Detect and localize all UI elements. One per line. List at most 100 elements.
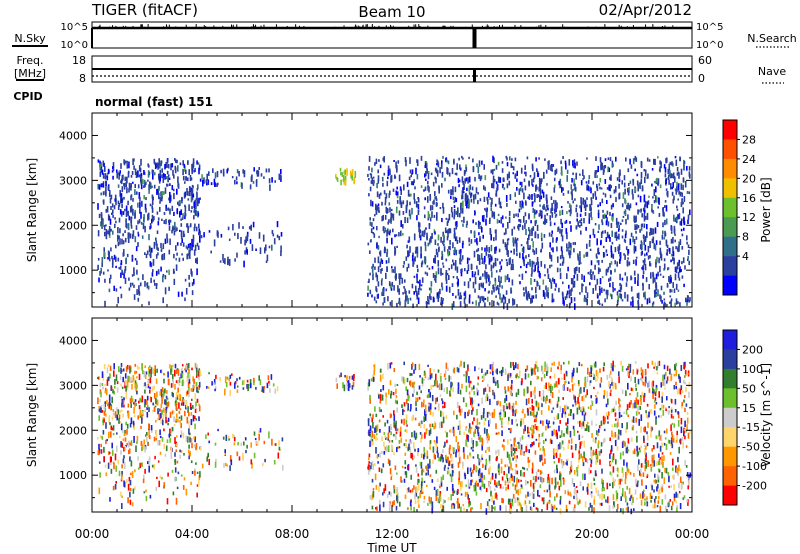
range-cell xyxy=(530,391,532,398)
range-cell xyxy=(184,206,187,213)
range-cell xyxy=(572,200,574,204)
range-cell xyxy=(612,477,614,482)
range-cell xyxy=(546,204,549,210)
range-cell xyxy=(214,181,216,187)
range-cell xyxy=(454,172,457,175)
range-cell xyxy=(441,454,444,459)
range-cell xyxy=(646,435,649,441)
range-cell xyxy=(200,373,202,376)
range-cell xyxy=(148,245,151,253)
range-cell xyxy=(129,480,132,486)
range-cell xyxy=(410,504,412,511)
range-cell xyxy=(159,391,162,396)
range-cell xyxy=(659,166,661,173)
range-cell xyxy=(158,185,160,191)
range-cell xyxy=(576,470,579,477)
range-cell xyxy=(575,486,578,488)
range-cell xyxy=(488,420,490,427)
range-cell xyxy=(385,288,388,292)
range-cell xyxy=(556,267,559,273)
range-cell xyxy=(166,498,169,505)
range-cell xyxy=(371,177,374,185)
range-cell xyxy=(153,184,156,189)
range-cell xyxy=(141,235,144,239)
range-cell xyxy=(568,209,571,213)
range-cell xyxy=(639,397,642,402)
range-cell xyxy=(580,180,583,186)
range-cell xyxy=(659,160,661,165)
range-cell xyxy=(593,495,596,501)
range-cell xyxy=(459,167,462,171)
range-cell xyxy=(240,237,242,244)
range-cell xyxy=(560,246,563,252)
range-cell xyxy=(191,170,193,175)
range-cell xyxy=(569,254,571,259)
range-cell xyxy=(220,169,222,174)
range-cell xyxy=(603,165,606,169)
range-cell xyxy=(657,178,660,184)
range-cell xyxy=(404,301,406,307)
range-cell xyxy=(111,427,113,431)
range-cell xyxy=(273,238,276,245)
range-cell xyxy=(624,233,627,239)
range-cell xyxy=(193,436,195,440)
range-cell xyxy=(196,492,198,498)
range-cell xyxy=(104,300,106,307)
range-cell xyxy=(188,204,190,211)
range-cell xyxy=(649,492,652,500)
range-cell xyxy=(654,244,657,251)
range-cell xyxy=(659,457,662,460)
range-cell xyxy=(450,475,453,483)
range-cell xyxy=(148,465,150,473)
range-cell xyxy=(515,213,517,217)
range-cell xyxy=(489,197,492,200)
range-cell xyxy=(144,280,146,287)
range-cell xyxy=(683,283,685,288)
range-cell xyxy=(387,169,390,177)
range-cell xyxy=(633,247,636,254)
range-cell xyxy=(388,505,391,512)
range-cell xyxy=(610,363,613,368)
range-cell xyxy=(462,447,465,453)
range-cell xyxy=(662,222,664,228)
range-cell xyxy=(474,276,477,283)
range-cell xyxy=(370,435,373,440)
range-cell xyxy=(430,503,433,507)
range-cell xyxy=(506,275,508,280)
range-cell xyxy=(196,484,199,487)
range-cell xyxy=(433,199,435,205)
range-cell xyxy=(131,282,134,286)
range-cell xyxy=(444,377,447,380)
y-tick-label: 1000 xyxy=(59,264,87,277)
range-cell xyxy=(415,201,418,208)
range-cell xyxy=(130,417,133,425)
range-cell xyxy=(476,418,479,425)
range-cell xyxy=(375,300,378,304)
range-cell xyxy=(115,465,117,472)
range-cell xyxy=(173,416,175,423)
range-cell xyxy=(460,249,462,253)
range-cell xyxy=(518,442,520,449)
range-cell xyxy=(143,214,145,220)
range-cell xyxy=(100,391,102,398)
range-cell xyxy=(525,263,528,269)
range-cell xyxy=(658,415,660,418)
range-cell xyxy=(534,418,536,423)
range-cell xyxy=(369,250,371,254)
range-cell xyxy=(129,423,132,428)
range-cell xyxy=(377,461,379,464)
range-cell xyxy=(138,285,140,292)
range-cell xyxy=(473,250,476,258)
range-cell xyxy=(619,404,621,408)
range-cell xyxy=(117,409,120,415)
range-cell xyxy=(408,176,411,180)
range-cell xyxy=(477,254,479,261)
range-cell xyxy=(150,367,153,374)
range-cell xyxy=(410,181,413,186)
range-cell xyxy=(421,477,423,483)
range-cell xyxy=(174,226,177,233)
range-cell xyxy=(561,255,564,259)
range-cell xyxy=(612,453,615,461)
range-cell xyxy=(416,264,419,268)
